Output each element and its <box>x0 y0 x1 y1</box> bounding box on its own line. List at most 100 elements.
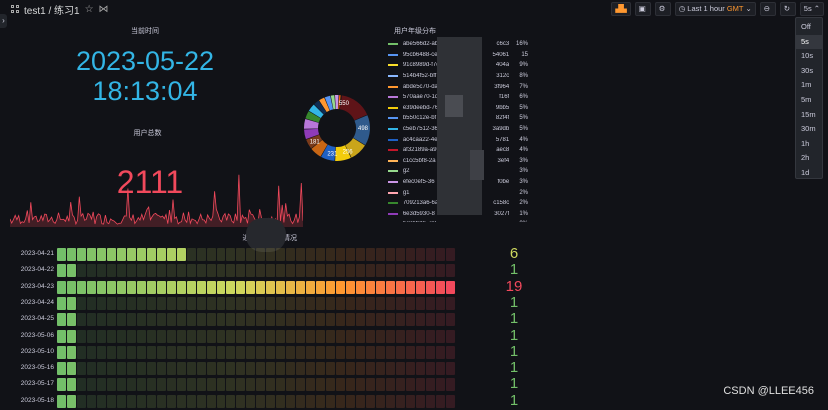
bar-gauge-cell <box>276 394 286 408</box>
bar-gauge-cell <box>57 296 66 310</box>
zoom-out-button[interactable]: ⊖ <box>759 2 776 16</box>
bar-gauge-cell <box>316 394 326 408</box>
donut-slice[interactable] <box>353 115 370 145</box>
bar-gauge-cell <box>186 329 196 343</box>
donut-slice[interactable] <box>304 119 319 129</box>
dashboard-title[interactable]: test1 / 练习1 <box>24 5 80 17</box>
donut-slice[interactable] <box>338 95 341 110</box>
refresh-option-1m[interactable]: 1m <box>801 80 812 90</box>
bar-gauge-cell <box>66 264 76 278</box>
legend-item[interactable]: ac4caa22-4e 5781 4% <box>388 134 528 145</box>
bar-gauge-bar <box>57 280 455 294</box>
legend-item[interactable]: 570aae70-1d f16f 6% <box>388 92 528 103</box>
bar-gauge-value: 1 <box>509 391 519 409</box>
bar-gauge-cell <box>116 362 126 376</box>
donut-slice[interactable] <box>324 95 334 111</box>
donut-slice[interactable] <box>330 95 336 110</box>
donut-slice[interactable] <box>345 138 365 158</box>
donut-slice[interactable] <box>308 104 324 119</box>
legend-item[interactable]: abde5c70-da 3f964 7% <box>388 81 528 92</box>
clock-date: 2023-05-22 <box>75 46 215 76</box>
bar-gauge-cell <box>296 394 306 408</box>
bar-gauge-cell <box>445 264 455 278</box>
save-dashboard-button[interactable]: ▣ <box>634 2 651 16</box>
bar-gauge-label: 2023-05-10 <box>20 347 54 355</box>
donut-slice[interactable] <box>334 95 339 110</box>
bar-gauge-cell <box>346 296 356 310</box>
legend-item[interactable]: 514b4f52-bff 312c 8% <box>388 71 528 82</box>
donut-slice[interactable] <box>335 145 351 161</box>
refresh-option-10s[interactable]: 10s <box>801 51 814 61</box>
share-icon[interactable]: ⋈ <box>98 3 109 15</box>
bar-gauge-cell <box>366 296 375 310</box>
legend-name-tail: 3027f <box>494 210 510 217</box>
bar-gauge-row: 2023-05-06 1 <box>0 327 530 344</box>
bar-gauge-cell <box>445 394 455 408</box>
bar-gauge-cell <box>126 264 136 278</box>
bar-gauge-cell <box>156 378 166 392</box>
legend-swatch <box>388 181 398 184</box>
donut-slice[interactable] <box>306 134 323 149</box>
legend-item[interactable]: abe566d2-ab c6c3 16% <box>388 39 528 50</box>
legend-swatch <box>388 212 398 215</box>
bar-gauge-cell <box>346 378 356 392</box>
add-panel-button[interactable]: ▟▙ <box>611 2 631 16</box>
refresh-option-30m[interactable]: 30m <box>801 124 816 134</box>
legend-item[interactable]: c1cc5bf8-2a 3ef4 3% <box>388 156 528 167</box>
legend-item[interactable]: 709213a6-6a c158c 2% <box>388 198 528 209</box>
bar-gauge-cell <box>276 345 286 359</box>
bar-gauge-cell <box>126 313 136 327</box>
donut-slice[interactable] <box>305 111 321 123</box>
star-icon[interactable]: ☆ <box>84 3 94 15</box>
legend-item[interactable]: g2 3% <box>388 166 528 177</box>
refresh-option-5s[interactable]: 5s <box>796 34 822 50</box>
legend-item[interactable]: b550c12e-bf 82f4f 5% <box>388 113 528 124</box>
refresh-interval-picker[interactable]: 5s ⌃ <box>799 2 824 16</box>
bar-gauge-cell <box>106 264 116 278</box>
bar-gauge-value: 1 <box>509 375 519 393</box>
bar-gauge-cell <box>196 248 206 261</box>
donut-slice[interactable] <box>339 95 342 110</box>
bar-gauge-cell <box>96 280 106 294</box>
bar-gauge-cell <box>405 248 415 261</box>
donut-slice[interactable] <box>319 97 330 113</box>
legend-item[interactable]: af32189a-a9 aec8 4% <box>388 145 528 156</box>
time-picker-button[interactable]: ◷ Last 1 hour GMT ⌄ <box>674 2 756 16</box>
bar-gauge-cell <box>226 329 236 343</box>
bar-gauge-cell <box>256 248 266 261</box>
legend-item[interactable]: g1 2% <box>388 187 528 198</box>
settings-button[interactable]: ⚙ <box>654 2 671 16</box>
legend-item[interactable]: 6e3d5930-8 3027f 1% <box>388 209 528 220</box>
legend-name: 6e3d5930-8 <box>402 210 435 217</box>
legend-item[interactable]: c5eb7512-36 3a9db 5% <box>388 124 528 135</box>
refresh-option-15m[interactable]: 15m <box>801 109 816 119</box>
legend-item[interactable]: e39deebd-76 9bb5 5% <box>388 103 528 114</box>
bar-gauge-cell <box>216 296 226 310</box>
bar-gauge-cell <box>96 264 106 278</box>
refresh-option-2h[interactable]: 2h <box>801 153 810 163</box>
donut-slice[interactable] <box>321 144 336 161</box>
bar-gauge-cell <box>246 394 256 408</box>
bar-gauge-cell <box>146 296 156 310</box>
legend-item[interactable]: 91c8989d-f7d 404a 9% <box>388 60 528 71</box>
refresh-option-off[interactable]: Off <box>801 22 811 31</box>
donut-slice[interactable] <box>314 100 327 115</box>
bar-gauge-cell <box>66 248 76 261</box>
refresh-option-1d[interactable]: 1d <box>801 167 810 177</box>
donut-slice[interactable] <box>311 139 328 157</box>
refresh-option-30s[interactable]: 30s <box>801 65 814 75</box>
legend-item[interactable]: bc0bf395-33 0% <box>388 219 528 222</box>
donut-slice[interactable] <box>339 95 368 121</box>
donut-slice[interactable] <box>304 128 320 140</box>
refresh-option-5m[interactable]: 5m <box>801 94 812 104</box>
refresh-button[interactable]: ↻ <box>779 2 796 16</box>
bar-gauge-cell <box>136 345 146 359</box>
sidebar-expand-button[interactable]: › <box>0 14 7 28</box>
bar-gauge-cell <box>216 313 226 327</box>
refresh-option-1h[interactable]: 1h <box>801 138 810 148</box>
bar-gauge-cell <box>226 394 236 408</box>
bar-gauge-cell <box>306 280 316 294</box>
legend-item[interactable]: 95cb6488-ce 54061 15 <box>388 50 528 61</box>
legend-item[interactable]: efec0ef5-36 f0be 3% <box>388 177 528 188</box>
bar-gauge-cell <box>326 313 336 327</box>
